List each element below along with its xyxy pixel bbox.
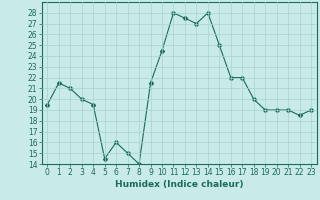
X-axis label: Humidex (Indice chaleur): Humidex (Indice chaleur)	[115, 180, 244, 189]
